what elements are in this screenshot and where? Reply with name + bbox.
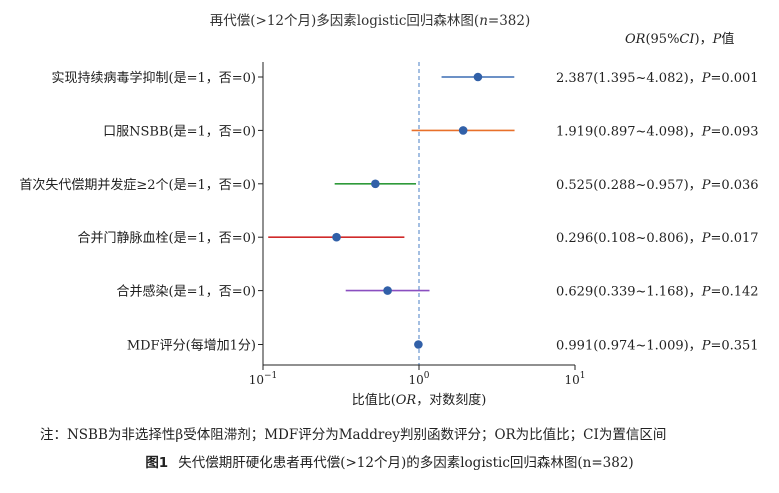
stat-header: OR(95%CI)，P值: [625, 31, 734, 47]
or-point: [414, 340, 423, 349]
chart-title: 再代偿(>12个月)多因素logistic回归森林图(n=382): [210, 12, 531, 29]
forest-plot: 再代偿(>12个月)多因素logistic回归森林图(n=382) OR(95%C…: [19, 12, 759, 408]
row-label: 合并门静脉血栓(是=1，否=0): [78, 231, 256, 246]
row-stat: 2.387(1.395~4.082)，P=0.001: [556, 71, 759, 86]
row-stat: 0.991(0.974~1.009)，P=0.351: [556, 339, 759, 354]
row-stat: 0.629(0.339~1.168)，P=0.142: [556, 285, 759, 300]
row-stat: 1.919(0.897~4.098)，P=0.093: [556, 124, 759, 139]
or-point: [473, 72, 483, 82]
x-tick-label: 101: [564, 371, 585, 387]
x-tick-label: 10−1: [249, 371, 278, 387]
row-stat: 0.296(0.108~0.806)，P=0.017: [556, 231, 759, 246]
x-tick-label: 100: [408, 371, 429, 387]
or-point: [371, 179, 380, 189]
row-stat: 0.525(0.288~0.957)，P=0.036: [556, 178, 759, 193]
forest-plot-svg: 再代偿(>12个月)多因素logistic回归森林图(n=382) OR(95%C…: [19, 12, 759, 408]
or-point: [383, 286, 392, 295]
or-point: [332, 232, 341, 242]
row-label: 口服NSBB(是=1，否=0): [103, 124, 256, 139]
figure-label: 图1: [145, 455, 169, 471]
row-label: 首次失代偿期并发症≥2个(是=1，否=0): [19, 177, 256, 193]
row-label: MDF评分(每增加1分): [127, 338, 256, 354]
row-label: 合并感染(是=1，否=0): [117, 284, 256, 300]
figure-caption: 图1 失代偿期肝硬化患者再代偿(>12个月)的多因素logistic回归森林图(n…: [0, 451, 779, 471]
figure-caption-text: 失代偿期肝硬化患者再代偿(>12个月)的多因素logistic回归森林图(n=3…: [178, 455, 634, 471]
or-point: [458, 126, 468, 135]
x-axis-label: 比值比(OR，对数刻度): [352, 392, 487, 408]
footnote: 注：NSBB为非选择性β受体阻滞剂；MDF评分为Maddrey判别函数评分；OR…: [40, 427, 667, 443]
row-label: 实现持续病毒学抑制(是=1，否=0): [52, 70, 256, 86]
